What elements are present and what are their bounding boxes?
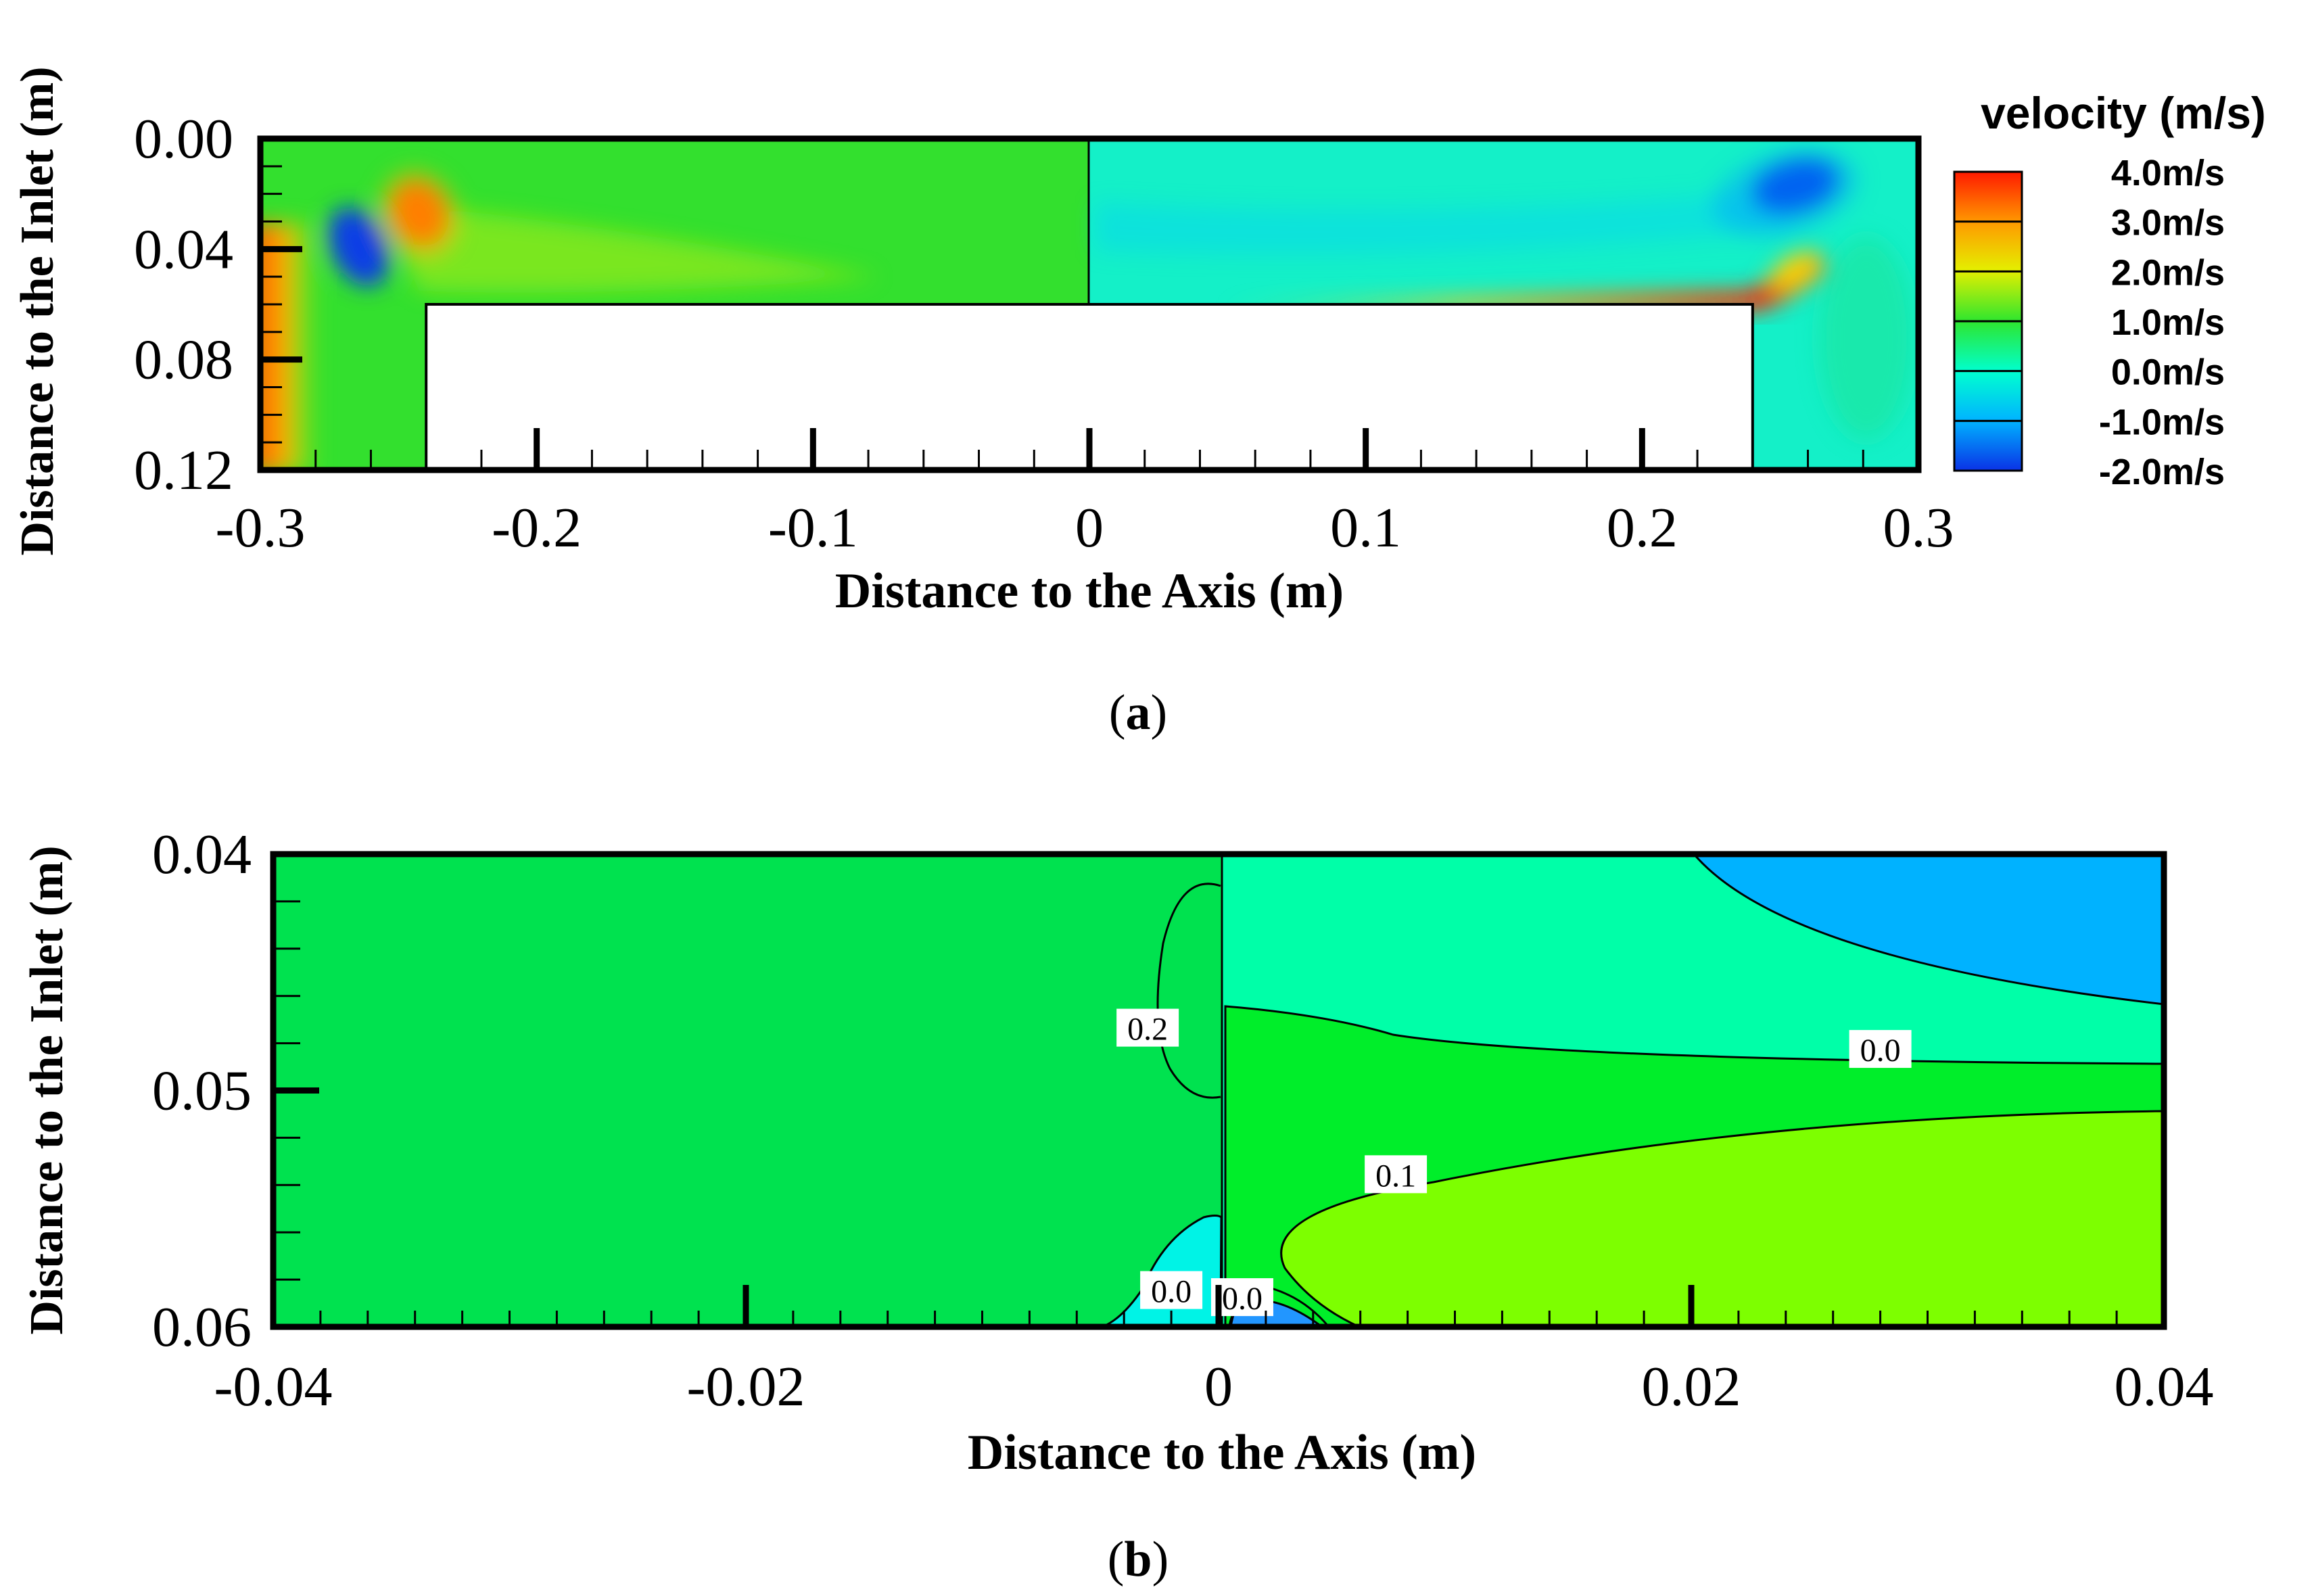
y-tick-label: 0.06 (152, 1296, 252, 1359)
panel-b: 0.2 0.0 0.1 0.0 0.0 -0.04 -0.02 0 0.02 0.04 0.04… (21, 823, 2214, 1587)
svg-text:0.0: 0.0 (1151, 1274, 1192, 1310)
vortex-low-left (328, 207, 389, 287)
colorbar-ticks (1954, 220, 2022, 422)
x-tick-label: 0 (1075, 496, 1104, 559)
y-tick-labels-a: 0.00 0.04 0.08 0.12 (134, 108, 233, 502)
colorbar-label: 4.0m/s (2111, 153, 2225, 193)
x-tick-label: 0.1 (1330, 496, 1401, 559)
contour-label: 0.2 (1116, 1008, 1179, 1048)
x-tick-label: -0.2 (492, 496, 582, 559)
x-tick-label: -0.1 (768, 496, 858, 559)
y-axis-label-b: Distance to the Inlet (m) (21, 845, 73, 1334)
svg-text:0.0: 0.0 (1222, 1281, 1263, 1317)
contour-label: 0.1 (1365, 1155, 1428, 1194)
contour-0-2 (1156, 883, 1221, 1099)
colorbar-title: velocity (m/s) (1981, 88, 2266, 138)
x-tick-label: 0.04 (2115, 1355, 2214, 1418)
inlet-high-velocity (260, 223, 318, 470)
region-left (273, 854, 1223, 1327)
x-axis-label-a: Distance to the Axis (m) (835, 563, 1344, 619)
jet-high-velocity (1217, 250, 1826, 311)
x-tick-label: 0 (1204, 1355, 1233, 1418)
y-tick-label: 0.12 (134, 439, 233, 502)
colorbar-label: -2.0m/s (2099, 452, 2225, 492)
y-tick-label: 0.00 (134, 108, 233, 170)
region-corner-low (1693, 854, 2164, 1006)
region-lower-right (1280, 1110, 2164, 1327)
x-tick-label: 0.2 (1607, 496, 1678, 559)
y-tick-label: 0.08 (134, 329, 233, 392)
caption-b: (b) (1108, 1532, 1169, 1587)
colorbar: velocity (m/s) 4.0m/s 3.0m/s 2.0m/s 1.0m/s 0… (1953, 88, 2266, 492)
x-tick-labels-b: -0.04 -0.02 0 0.02 0.04 (214, 1355, 2214, 1418)
caption-a: (a) (1109, 685, 1167, 741)
svg-text:0.2: 0.2 (1127, 1012, 1168, 1048)
x-tick-labels-a: -0.3 -0.2 -0.1 0 0.1 0.2 0.3 (216, 496, 1954, 559)
panel-a: -0.3 -0.2 -0.1 0 0.1 0.2 0.3 0.000.040.080.12 … (11, 66, 2266, 741)
y-tick-labels-b: 0.04 0.05 0.06 (152, 823, 252, 1359)
colorbar-label: 3.0m/s (2111, 203, 2225, 243)
svg-text:0.1: 0.1 (1375, 1158, 1416, 1194)
y-axis-label-a: Distance to the Inlet (m) (11, 66, 64, 555)
x-tick-label: -0.04 (214, 1355, 333, 1418)
wake-region (379, 203, 879, 293)
ticks-a (260, 165, 1864, 470)
x-tick-label: -0.02 (687, 1355, 805, 1418)
y-tick-label: 0.04 (152, 823, 252, 886)
contour-label: 0.0 (1140, 1271, 1203, 1310)
x-axis-label-b: Distance to the Axis (m) (968, 1425, 1476, 1480)
x-tick-label: 0.3 (1883, 496, 1954, 559)
x-tick-label: 0.02 (1642, 1355, 1741, 1418)
colorbar-label: 0.0m/s (2111, 352, 2225, 393)
contour-label: 0.0 (1849, 1030, 1912, 1069)
svg-text:0.0: 0.0 (1860, 1033, 1901, 1069)
colorbar-label: 2.0m/s (2111, 252, 2225, 293)
colorbar-label: 1.0m/s (2111, 302, 2225, 343)
colorbar-label: -1.0m/s (2099, 402, 2225, 442)
ticks-b (273, 900, 2118, 1327)
y-tick-label: 0.04 (134, 218, 233, 281)
colorbar-labels: 4.0m/s 3.0m/s 2.0m/s 1.0m/s 0.0m/s -1.0m/s -2.… (2099, 153, 2225, 492)
velocity-field-b (273, 854, 2164, 1327)
x-tick-label: -0.3 (216, 496, 306, 559)
y-tick-label: 0.05 (152, 1060, 252, 1123)
